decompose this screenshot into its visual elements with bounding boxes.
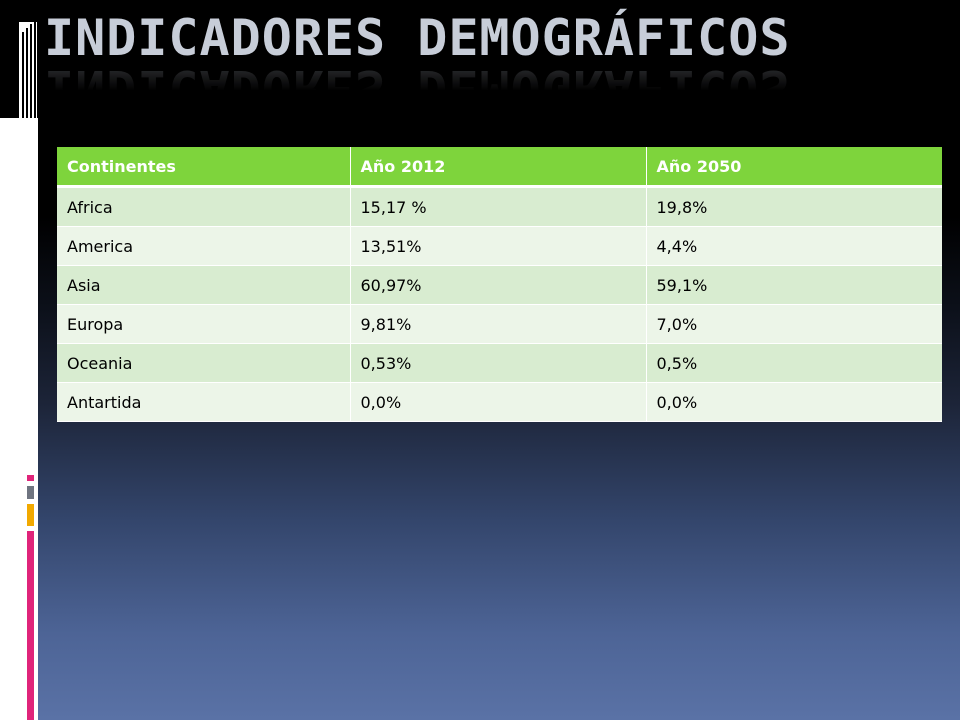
cell-2012: 9,81% <box>350 304 647 344</box>
cell-2012: 0,53% <box>350 343 647 383</box>
header-continentes: Continentes <box>57 147 351 188</box>
table-row: Asia 60,97% 59,1% <box>57 265 942 305</box>
cell-continent: America <box>57 226 351 266</box>
cell-2050: 0,0% <box>646 382 942 422</box>
cell-continent: Africa <box>57 186 351 227</box>
header-year-2012: Año 2012 <box>350 147 647 188</box>
cell-continent: Oceania <box>57 343 351 383</box>
title-area: INDICADORES DEMOGRÁFICOS INDICADORES DEM… <box>44 8 924 118</box>
table-row: America 13,51% 4,4% <box>57 226 942 266</box>
cell-2050: 19,8% <box>646 186 942 227</box>
cell-continent: Antartida <box>57 382 351 422</box>
cell-2012: 15,17 % <box>350 186 647 227</box>
header-year-2050: Año 2050 <box>646 147 942 188</box>
table-row: Africa 15,17 % 19,8% <box>57 186 942 227</box>
cell-2012: 60,97% <box>350 265 647 305</box>
table-row: Oceania 0,53% 0,5% <box>57 343 942 383</box>
cell-continent: Asia <box>57 265 351 305</box>
table-row: Europa 9,81% 7,0% <box>57 304 942 344</box>
cell-continent: Europa <box>57 304 351 344</box>
table-header-row: Continentes Año 2012 Año 2050 <box>57 147 942 188</box>
cell-2050: 4,4% <box>646 226 942 266</box>
demographics-table: Continentes Año 2012 Año 2050 Africa 15,… <box>57 147 942 422</box>
cell-2012: 0,0% <box>350 382 647 422</box>
slide-title: INDICADORES DEMOGRÁFICOS <box>44 9 791 67</box>
table-row: Antartida 0,0% 0,0% <box>57 382 942 422</box>
cell-2012: 13,51% <box>350 226 647 266</box>
cell-2050: 0,5% <box>646 343 942 383</box>
cell-2050: 7,0% <box>646 304 942 344</box>
cell-2050: 59,1% <box>646 265 942 305</box>
